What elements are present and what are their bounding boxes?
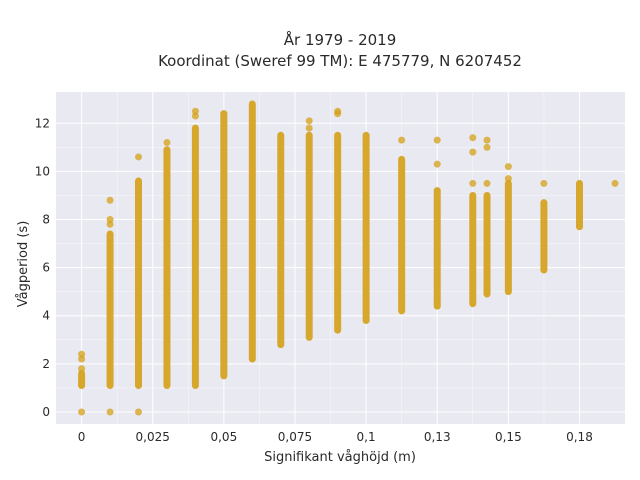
data-point bbox=[469, 148, 477, 156]
data-point bbox=[305, 124, 313, 132]
data-point bbox=[483, 136, 491, 144]
y-tick-label: 8 bbox=[42, 213, 50, 227]
x-tick-label: 0,1 bbox=[357, 430, 376, 444]
data-point bbox=[78, 365, 86, 373]
data-point bbox=[540, 179, 548, 187]
data-point bbox=[106, 408, 114, 416]
data-point bbox=[106, 216, 114, 224]
data-point bbox=[433, 160, 441, 168]
chart-title-line2: Koordinat (Sweref 99 TM): E 475779, N 62… bbox=[158, 52, 522, 70]
data-point bbox=[611, 179, 619, 187]
y-axis-ticks: 0 2 4 6 8 10 12 bbox=[35, 116, 50, 419]
chart-title-line1: År 1979 - 2019 bbox=[284, 30, 397, 49]
x-tick-label: 0,075 bbox=[278, 430, 312, 444]
data-point bbox=[504, 163, 512, 171]
data-point bbox=[163, 139, 171, 147]
y-axis-label: Vågperiod (s) bbox=[16, 221, 31, 308]
y-tick-label: 0 bbox=[42, 405, 50, 419]
data-point bbox=[78, 355, 86, 363]
data-point bbox=[305, 117, 313, 125]
x-tick-label: 0,025 bbox=[136, 430, 170, 444]
y-tick-label: 4 bbox=[42, 309, 50, 323]
data-point bbox=[78, 350, 86, 358]
data-point bbox=[483, 143, 491, 151]
y-tick-label: 6 bbox=[42, 261, 50, 275]
y-tick-label: 10 bbox=[35, 164, 50, 178]
data-point bbox=[135, 153, 143, 161]
data-point bbox=[334, 107, 342, 115]
x-axis-ticks: 0 0,025 0,05 0,075 0,1 0,13 0,15 0,18 bbox=[78, 430, 593, 444]
data-point bbox=[469, 179, 477, 187]
data-point bbox=[433, 136, 441, 144]
x-tick-label: 0,05 bbox=[210, 430, 237, 444]
data-point bbox=[398, 136, 406, 144]
data-point bbox=[191, 107, 199, 115]
data-points bbox=[78, 100, 619, 416]
x-axis-label: Signifikant våghöjd (m) bbox=[264, 450, 416, 465]
data-point bbox=[106, 220, 114, 228]
data-point bbox=[106, 196, 114, 204]
y-tick-label: 12 bbox=[35, 116, 50, 130]
data-point bbox=[469, 134, 477, 142]
data-point bbox=[78, 408, 86, 416]
data-point bbox=[504, 175, 512, 183]
x-tick-label: 0,13 bbox=[424, 430, 451, 444]
y-tick-label: 2 bbox=[42, 357, 50, 371]
x-tick-label: 0,18 bbox=[566, 430, 593, 444]
data-point bbox=[135, 408, 143, 416]
data-point bbox=[191, 112, 199, 120]
x-tick-label: 0 bbox=[78, 430, 86, 444]
x-tick-label: 0,15 bbox=[495, 430, 522, 444]
data-point bbox=[483, 179, 491, 187]
